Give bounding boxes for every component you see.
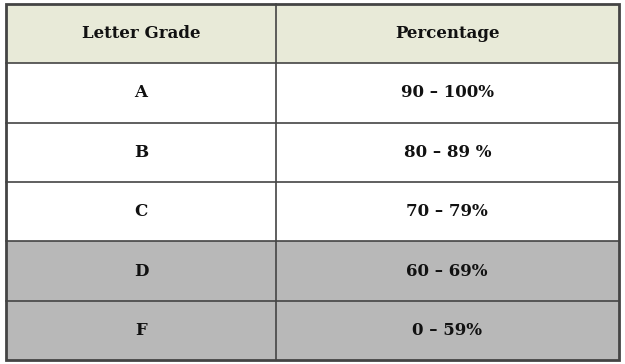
Bar — [6, 301, 276, 360]
Bar — [276, 4, 619, 63]
Bar — [6, 241, 276, 301]
Bar — [6, 63, 276, 123]
Bar — [6, 4, 276, 63]
Text: F: F — [135, 322, 147, 339]
Bar — [6, 123, 276, 182]
Text: 70 – 79%: 70 – 79% — [406, 203, 488, 220]
Bar — [276, 241, 619, 301]
Text: 80 – 89 %: 80 – 89 % — [404, 144, 491, 161]
Bar — [276, 182, 619, 241]
Bar — [6, 182, 276, 241]
Text: C: C — [134, 203, 148, 220]
Text: B: B — [134, 144, 148, 161]
Text: D: D — [134, 263, 148, 280]
Text: 90 – 100%: 90 – 100% — [401, 84, 494, 101]
Bar — [276, 63, 619, 123]
Bar — [276, 123, 619, 182]
Text: 0 – 59%: 0 – 59% — [412, 322, 482, 339]
Text: Letter Grade: Letter Grade — [82, 25, 200, 42]
Text: A: A — [134, 84, 148, 101]
Bar — [276, 301, 619, 360]
Text: Percentage: Percentage — [395, 25, 499, 42]
Text: 60 – 69%: 60 – 69% — [406, 263, 488, 280]
